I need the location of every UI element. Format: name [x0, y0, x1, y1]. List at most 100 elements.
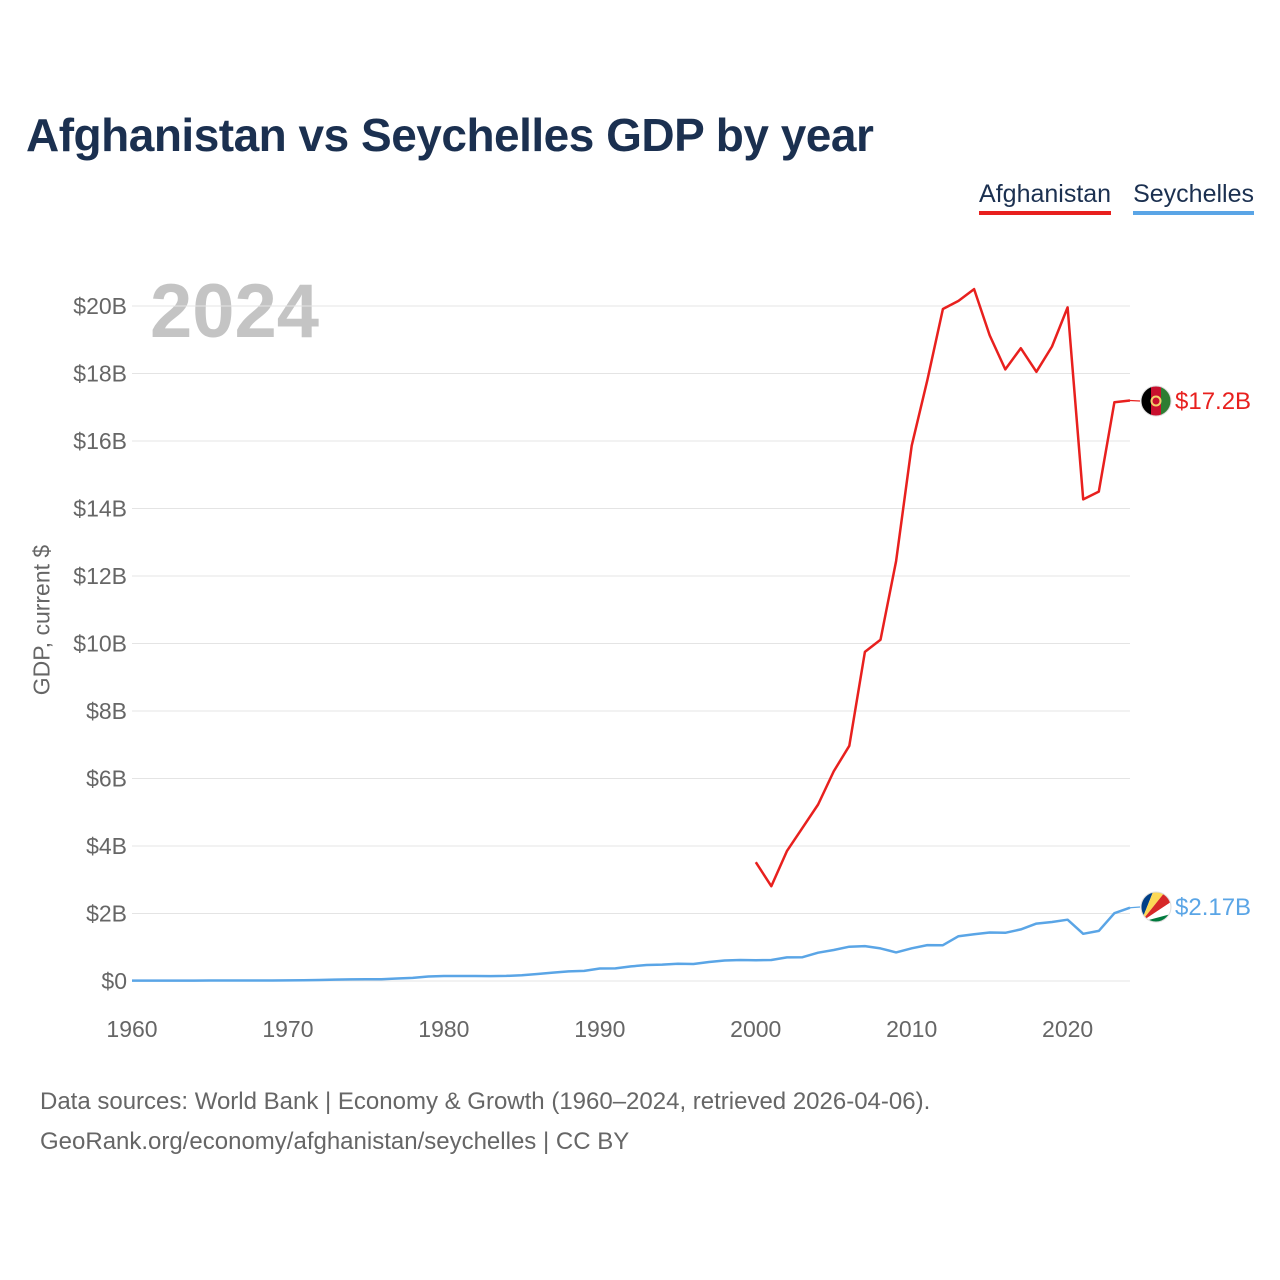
x-tick-label: 1960 — [106, 1016, 157, 1042]
data-point-seychelles — [536, 973, 538, 975]
source-line-2[interactable]: GeoRank.org/economy/afghanistan/seychell… — [40, 1128, 630, 1155]
end-connector-seychelles — [1129, 906, 1141, 909]
data-point-afghanistan — [801, 827, 803, 829]
afghanistan-flag-icon — [1140, 385, 1172, 417]
data-point-seychelles — [786, 956, 788, 958]
source-line-1: Data sources: World Bank | Economy & Gro… — [40, 1088, 931, 1115]
data-point-afghanistan — [879, 639, 881, 641]
data-point-afghanistan — [833, 770, 835, 772]
data-point-seychelles — [162, 979, 164, 981]
end-label-afghanistan: $17.2B — [1175, 388, 1251, 415]
data-point-seychelles — [614, 967, 616, 969]
data-point-seychelles — [458, 975, 460, 977]
data-point-seychelles — [193, 979, 195, 981]
data-point-seychelles — [630, 965, 632, 967]
data-point-seychelles — [505, 975, 507, 977]
data-point-seychelles — [209, 979, 211, 981]
x-tick-label: 1990 — [574, 1016, 625, 1042]
series-lines: $17.2B $2.17B — [131, 287, 1251, 982]
legend-item-seychelles[interactable]: Seychelles — [1133, 180, 1254, 215]
data-point-seychelles — [1082, 933, 1084, 935]
data-point-seychelles — [879, 947, 881, 949]
series-line-afghanistan — [754, 287, 1131, 888]
data-point-afghanistan — [1082, 498, 1084, 500]
data-point-afghanistan — [1051, 345, 1053, 347]
data-point-seychelles — [1020, 928, 1022, 930]
data-point-seychelles — [131, 979, 133, 981]
y-tick-label: $18B — [73, 361, 127, 387]
y-tick-label: $2B — [86, 901, 127, 927]
data-point-seychelles — [926, 944, 928, 946]
data-point-afghanistan — [942, 308, 944, 310]
data-point-seychelles — [552, 971, 554, 973]
data-point-seychelles — [895, 951, 897, 953]
y-tick-label: $16B — [73, 428, 127, 454]
y-tick-label: $4B — [86, 833, 127, 859]
data-point-seychelles — [910, 947, 912, 949]
data-point-afghanistan — [1020, 347, 1022, 349]
data-point-seychelles — [723, 959, 725, 961]
data-point-seychelles — [599, 967, 601, 969]
x-tick-label: 1970 — [262, 1016, 313, 1042]
data-point-seychelles — [692, 963, 694, 965]
seychelles-flag-icon — [1140, 891, 1172, 923]
data-point-afghanistan — [755, 861, 757, 863]
legend: Afghanistan Seychelles — [979, 180, 1254, 215]
data-point-afghanistan — [864, 651, 866, 653]
data-point-seychelles — [521, 974, 523, 976]
data-point-afghanistan — [786, 850, 788, 852]
data-point-seychelles — [427, 975, 429, 977]
data-point-seychelles — [739, 959, 741, 961]
data-point-seychelles — [349, 978, 351, 980]
data-point-seychelles — [178, 979, 180, 981]
data-point-seychelles — [1113, 912, 1115, 914]
y-tick-label: $14B — [73, 496, 127, 522]
data-point-seychelles — [645, 964, 647, 966]
data-point-seychelles — [1098, 930, 1100, 932]
x-tick-label: 2010 — [886, 1016, 937, 1042]
data-point-afghanistan — [1004, 368, 1006, 370]
data-point-seychelles — [1051, 921, 1053, 923]
data-point-afghanistan — [988, 334, 990, 336]
data-point-seychelles — [443, 975, 445, 977]
data-point-seychelles — [770, 959, 772, 961]
data-point-seychelles — [973, 933, 975, 935]
data-point-seychelles — [755, 959, 757, 961]
data-point-seychelles — [380, 978, 382, 980]
data-point-seychelles — [256, 979, 258, 981]
data-point-afghanistan — [973, 288, 975, 290]
source-note: Data sources: World Bank | Economy & Gro… — [40, 1082, 930, 1162]
data-point-seychelles — [240, 979, 242, 981]
y-tick-label: $0 — [101, 968, 127, 994]
data-point-seychelles — [1035, 922, 1037, 924]
data-point-seychelles — [1066, 919, 1068, 921]
x-tick-label: 2000 — [730, 1016, 781, 1042]
current-year-label: 2024 — [150, 269, 320, 354]
data-point-seychelles — [365, 978, 367, 980]
data-point-seychelles — [677, 963, 679, 965]
end-markers — [1140, 385, 1172, 923]
data-point-afghanistan — [1035, 371, 1037, 373]
data-point-afghanistan — [817, 803, 819, 805]
data-point-seychelles — [988, 931, 990, 933]
data-point-seychelles — [334, 978, 336, 980]
data-point-seychelles — [411, 977, 413, 979]
data-point-seychelles — [661, 963, 663, 965]
data-point-afghanistan — [770, 885, 772, 887]
data-point-seychelles — [801, 956, 803, 958]
data-point-afghanistan — [1066, 306, 1068, 308]
data-point-seychelles — [489, 975, 491, 977]
data-point-seychelles — [957, 935, 959, 937]
data-point-seychelles — [474, 975, 476, 977]
x-tick-label: 2020 — [1042, 1016, 1093, 1042]
legend-item-afghanistan[interactable]: Afghanistan — [979, 180, 1112, 215]
y-tick-label: $8B — [86, 698, 127, 724]
data-point-afghanistan — [1098, 490, 1100, 492]
data-point-seychelles — [942, 944, 944, 946]
data-point-seychelles — [271, 979, 273, 981]
data-point-afghanistan — [926, 379, 928, 381]
grid-lines — [132, 305, 1130, 982]
data-point-seychelles — [146, 979, 148, 981]
series-line-seychelles — [132, 906, 1131, 982]
